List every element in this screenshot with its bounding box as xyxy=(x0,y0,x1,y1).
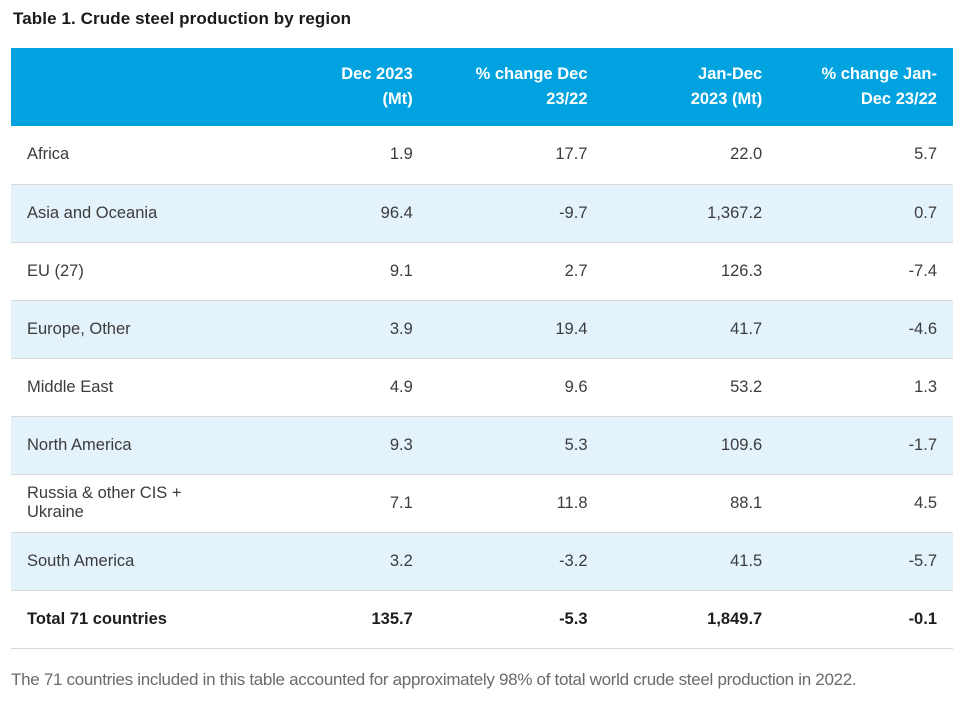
value-pct-change-jan-dec: -1.7 xyxy=(778,416,953,475)
region-label: Europe, Other xyxy=(11,300,255,359)
total-label: Total 71 countries xyxy=(11,590,255,649)
value-dec-2023: 96.4 xyxy=(254,184,429,243)
value-pct-change-dec: -9.7 xyxy=(428,184,604,243)
header-cell-pct-change-dec: % change Dec 23/22 xyxy=(428,48,604,126)
value-jan-dec-2023: 1,367.2 xyxy=(603,184,779,243)
value-pct-change-jan-dec: -5.7 xyxy=(778,532,953,591)
table-row-north-america: North America 9.3 5.3 109.6 -1.7 xyxy=(11,416,953,475)
value-pct-change-jan-dec: 5.7 xyxy=(778,126,953,185)
value-pct-change-dec: 9.6 xyxy=(428,358,604,417)
header-cell-pct-change-jan-dec: % change Jan- Dec 23/22 xyxy=(778,48,953,126)
header-cell-region xyxy=(11,48,255,126)
table-body: Africa 1.9 17.7 22.0 5.7 Asia and Oceani… xyxy=(11,126,953,649)
region-label: Asia and Oceania xyxy=(11,184,255,243)
value-jan-dec-2023: 41.5 xyxy=(603,532,779,591)
table-row-africa: Africa 1.9 17.7 22.0 5.7 xyxy=(11,126,953,185)
value-pct-change-jan-dec: -7.4 xyxy=(778,242,953,301)
page-title: Table 1. Crude steel production by regio… xyxy=(13,9,352,28)
crude-steel-table: Dec 2023 (Mt) % change Dec 23/22 Jan-Dec… xyxy=(11,48,953,649)
table-row-eu-27: EU (27) 9.1 2.7 126.3 -7.4 xyxy=(11,242,953,301)
total-jan-dec-2023: 1,849.7 xyxy=(603,590,779,649)
header-cell-dec-2023: Dec 2023 (Mt) xyxy=(254,48,429,126)
value-jan-dec-2023: 22.0 xyxy=(603,126,779,185)
value-dec-2023: 9.3 xyxy=(254,416,429,475)
table-row-europe-other: Europe, Other 3.9 19.4 41.7 -4.6 xyxy=(11,300,953,359)
value-dec-2023: 9.1 xyxy=(254,242,429,301)
value-pct-change-jan-dec: 4.5 xyxy=(778,474,953,533)
table-row-asia-and-oceania: Asia and Oceania 96.4 -9.7 1,367.2 0.7 xyxy=(11,184,953,243)
value-dec-2023: 3.9 xyxy=(254,300,429,359)
value-pct-change-dec: 19.4 xyxy=(428,300,604,359)
header-row: Dec 2023 (Mt) % change Dec 23/22 Jan-Dec… xyxy=(11,48,953,126)
total-pct-change-jan-dec: -0.1 xyxy=(778,590,953,649)
value-jan-dec-2023: 41.7 xyxy=(603,300,779,359)
value-jan-dec-2023: 126.3 xyxy=(603,242,779,301)
value-jan-dec-2023: 88.1 xyxy=(603,474,779,533)
value-dec-2023: 7.1 xyxy=(254,474,429,533)
table-row-russia-cis-ukraine: Russia & other CIS + Ukraine 7.1 11.8 88… xyxy=(11,474,953,533)
table-row-middle-east: Middle East 4.9 9.6 53.2 1.3 xyxy=(11,358,953,417)
value-pct-change-jan-dec: 1.3 xyxy=(778,358,953,417)
region-label: North America xyxy=(11,416,255,475)
value-pct-change-dec: 5.3 xyxy=(428,416,604,475)
value-pct-change-dec: 17.7 xyxy=(428,126,604,185)
value-pct-change-dec: -3.2 xyxy=(428,532,604,591)
region-label: Middle East xyxy=(11,358,255,417)
total-pct-change-dec: -5.3 xyxy=(428,590,604,649)
region-label: Russia & other CIS + Ukraine xyxy=(11,474,255,533)
table-header: Dec 2023 (Mt) % change Dec 23/22 Jan-Dec… xyxy=(11,48,953,126)
total-dec-2023: 135.7 xyxy=(254,590,429,649)
value-pct-change-jan-dec: 0.7 xyxy=(778,184,953,243)
value-dec-2023: 1.9 xyxy=(254,126,429,185)
value-dec-2023: 3.2 xyxy=(254,532,429,591)
table-footnote: The 71 countries included in this table … xyxy=(11,669,857,689)
value-jan-dec-2023: 53.2 xyxy=(603,358,779,417)
header-cell-jan-dec-2023: Jan-Dec 2023 (Mt) xyxy=(603,48,779,126)
value-pct-change-jan-dec: -4.6 xyxy=(778,300,953,359)
value-pct-change-dec: 2.7 xyxy=(428,242,604,301)
region-label: Africa xyxy=(11,126,255,185)
value-jan-dec-2023: 109.6 xyxy=(603,416,779,475)
table-row-total: Total 71 countries 135.7 -5.3 1,849.7 -0… xyxy=(11,590,953,649)
value-dec-2023: 4.9 xyxy=(254,358,429,417)
region-label: EU (27) xyxy=(11,242,255,301)
region-label: South America xyxy=(11,532,255,591)
value-pct-change-dec: 11.8 xyxy=(428,474,604,533)
table-row-south-america: South America 3.2 -3.2 41.5 -5.7 xyxy=(11,532,953,591)
